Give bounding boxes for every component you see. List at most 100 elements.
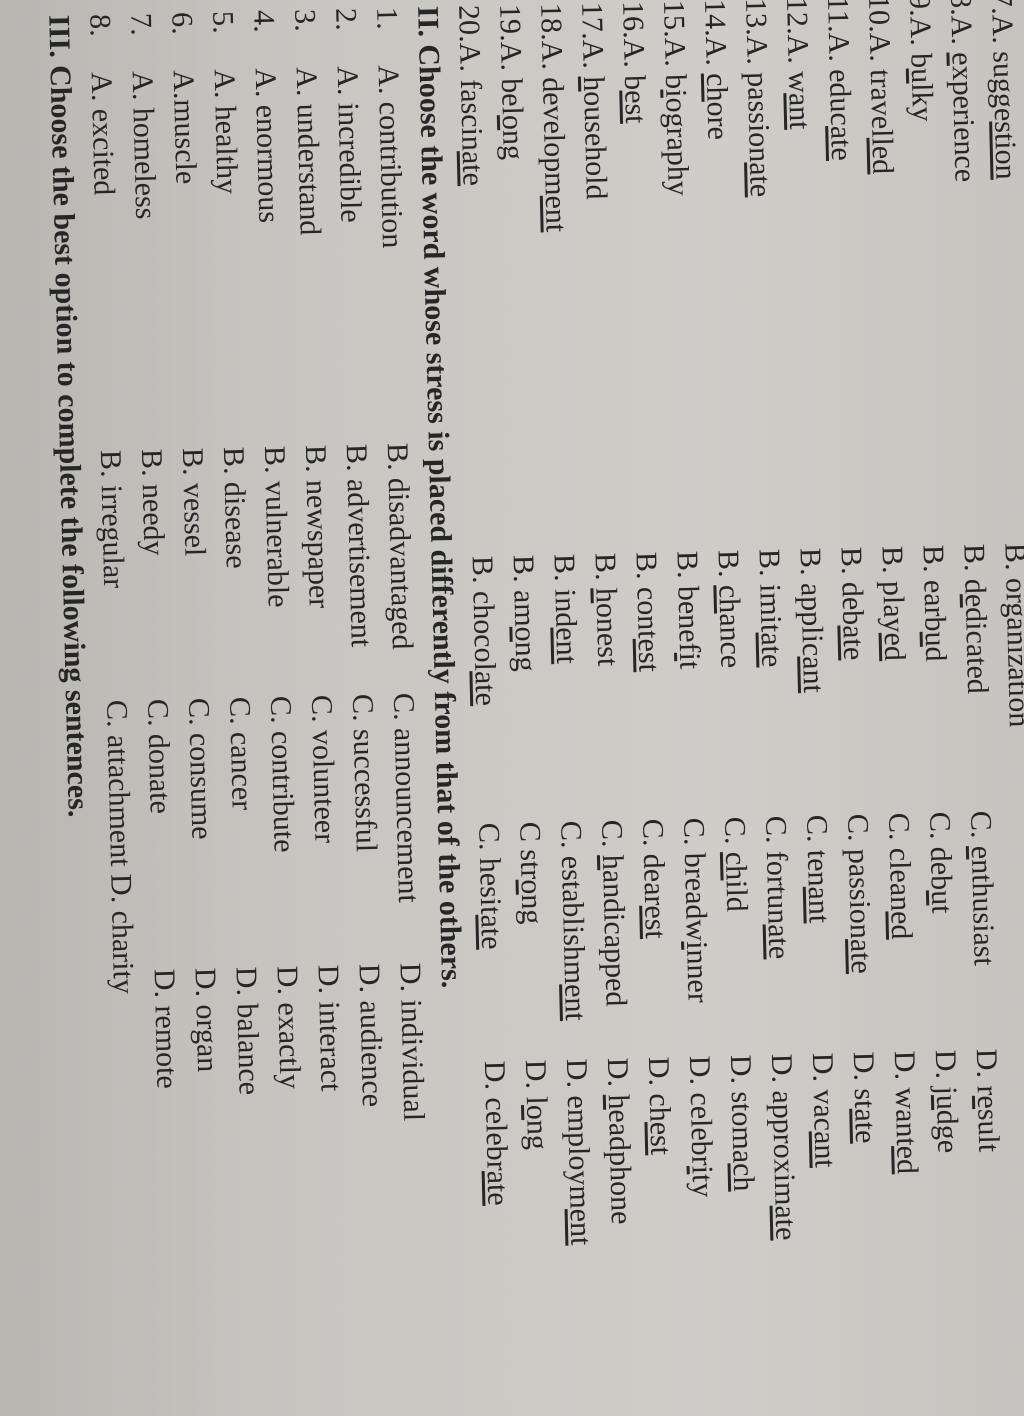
option-text: ng: [520, 1119, 555, 1151]
underlined-part: o: [514, 878, 548, 895]
underlined-part: ate: [836, 624, 871, 661]
option-letter: C.: [922, 811, 957, 848]
underlined-part: o: [495, 114, 530, 131]
option: B. benefit: [667, 550, 711, 669]
option: 14.A. chore: [694, 0, 738, 140]
underlined-part: ch: [726, 1162, 761, 1192]
option-letter: A.: [944, 15, 979, 53]
option-text: ance: [713, 612, 748, 669]
question-number: 6.: [165, 11, 199, 35]
option: D. state: [843, 1051, 886, 1144]
option: D. long: [515, 1059, 558, 1150]
underlined-part: o: [508, 626, 542, 642]
option: 12.A. want: [776, 0, 820, 130]
option-letter: B.: [547, 553, 582, 590]
option-text: imit: [753, 583, 788, 633]
underlined-part: ent: [558, 983, 592, 1022]
option-text: ng: [514, 893, 549, 925]
option-letter: B.: [793, 547, 828, 584]
option-text: dge: [930, 1109, 965, 1154]
option: C. consume: [181, 697, 219, 840]
question-number: 19.: [493, 3, 528, 42]
option-letter: A.: [453, 42, 487, 80]
option: B. irregular: [93, 449, 131, 589]
option: D. organ: [188, 967, 225, 1073]
question-number: 12.: [780, 0, 814, 35]
rotated-page: 7.A. suggestion B. organization 8.A. exper…: [42, 0, 1024, 1246]
underlined-part: est: [618, 89, 653, 124]
option-text: applic: [794, 582, 830, 657]
underlined-part: e: [964, 845, 999, 860]
option: D. result: [966, 1048, 1010, 1152]
option: D. audience: [352, 963, 389, 1108]
option-letter: A.: [862, 32, 897, 70]
question-number: 5.: [206, 10, 240, 34]
option: A. excited: [84, 71, 121, 196]
underlined-part: ate: [761, 923, 796, 960]
option-text: w: [781, 70, 816, 94]
option-text: andicapped: [596, 869, 633, 1007]
underlined-part: ate: [844, 938, 878, 975]
option: C. establishment: [550, 820, 596, 1021]
question-number: 13.: [739, 0, 773, 36]
option: A. healthy: [207, 68, 244, 195]
underlined-part: ch: [712, 584, 747, 614]
option-letter: A.: [657, 37, 692, 75]
option: A. enormous: [248, 67, 286, 224]
option: 15.A. biography: [653, 0, 699, 196]
option: D. judge: [925, 1049, 969, 1153]
option: A.muscle: [166, 69, 203, 185]
option: B. among: [503, 554, 547, 672]
option-text: am: [507, 589, 542, 627]
option-letter: B.: [670, 550, 705, 587]
option-text: deb: [923, 846, 958, 891]
question-number: 7.: [984, 0, 1019, 15]
question-number: 7.: [124, 12, 158, 36]
option: C. volunteer: [304, 694, 342, 844]
option: D. individual: [393, 962, 431, 1122]
option-letter: D.: [928, 1049, 963, 1087]
option-letter: B.: [957, 543, 992, 580]
option-letter: C.: [881, 812, 916, 849]
option-text: clean: [882, 847, 918, 912]
option: 19.A. belong: [489, 4, 534, 161]
option-letter: D.: [969, 1048, 1004, 1086]
option-text: passion: [841, 848, 878, 940]
option-text: sult: [971, 1108, 1006, 1153]
option-text: dicated: [958, 606, 995, 695]
option-letter: A.: [698, 36, 733, 74]
option-letter: C.: [759, 815, 793, 852]
option-letter: C: [513, 821, 547, 850]
option-text: ousehold: [577, 90, 613, 200]
underlined-part: ant: [807, 1130, 842, 1169]
option-text: t: [925, 904, 959, 914]
option: B. organization: [994, 542, 1024, 727]
option: D. interact: [311, 964, 348, 1092]
option: B. earbud: [912, 544, 956, 662]
option-text: celebr: [478, 1097, 514, 1172]
underlined-part: ed: [877, 632, 912, 662]
option: C. handicapped: [591, 819, 637, 1007]
option-text: b: [658, 73, 693, 90]
option-letter: D.: [600, 1057, 635, 1095]
option: D. headphone: [597, 1057, 642, 1225]
underlined-part: ed: [884, 910, 919, 940]
underlined-part: ate: [474, 914, 509, 950]
question-number: 3.: [288, 8, 322, 32]
option: D. celebrity: [679, 1055, 723, 1198]
option-letter: C.: [554, 820, 588, 857]
underlined-part: ate: [743, 161, 777, 198]
option-text: b: [904, 52, 938, 69]
option: B. played: [871, 545, 915, 661]
worksheet: 7.A. suggestion B. organization 8.A. exper…: [42, 0, 1024, 1246]
question-number: 17.: [575, 1, 609, 40]
option-text: ng: [496, 129, 530, 161]
option: C. cancer: [222, 696, 259, 811]
option: A. understand: [289, 66, 327, 236]
underlined-part: ent: [549, 626, 584, 665]
option: B. chance: [708, 549, 752, 668]
underlined-part: h: [595, 854, 630, 871]
option: C. enthusiast: [960, 810, 1005, 966]
option: B. applicant: [789, 547, 834, 693]
option-letter: B.: [916, 544, 951, 581]
